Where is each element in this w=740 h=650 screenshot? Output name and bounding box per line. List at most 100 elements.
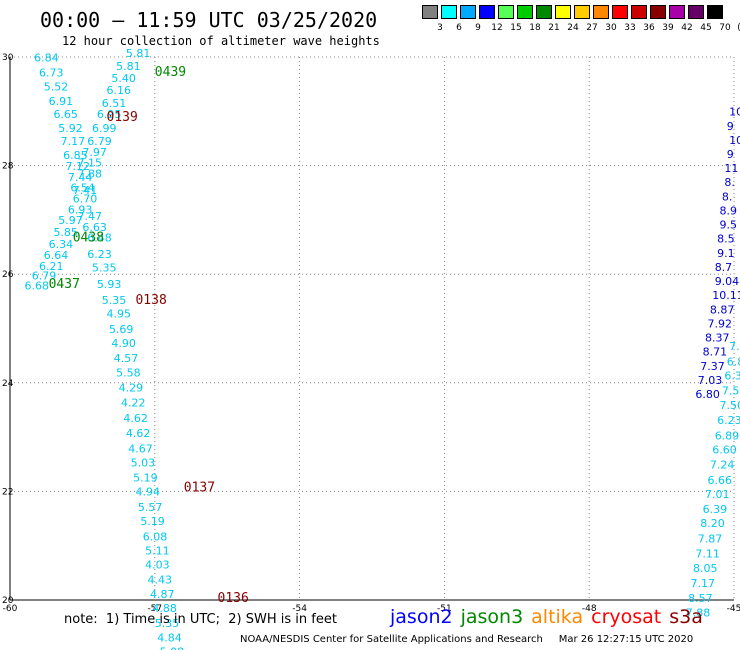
color-scale-swatch: [688, 5, 704, 19]
swh-value-label: 7.88: [686, 606, 711, 619]
swh-value-label: 5.92: [58, 122, 82, 135]
pass-time-label: 0439: [155, 65, 186, 80]
color-scale-label: 30: [605, 23, 617, 33]
color-scale-label: 6: [456, 23, 462, 33]
swh-value-label: 7.50: [720, 399, 740, 412]
y-tick-label: 22: [2, 487, 13, 497]
y-tick-label: 30: [2, 53, 14, 63]
color-scale-label: 27: [586, 23, 598, 33]
color-scale-label: 70: [719, 23, 731, 33]
swh-value-label: 7.54: [722, 385, 740, 398]
swh-value-label: 6.68: [24, 279, 49, 292]
swh-value-label: 4.03: [145, 559, 170, 572]
swh-value-label: 5.11: [145, 544, 170, 557]
swh-value-label: 7.44: [68, 171, 93, 184]
color-scale-label: 21: [548, 23, 560, 33]
color-scale-label: 18: [529, 23, 541, 33]
swh-value-label: 6.23: [87, 248, 112, 261]
swh-value-label: 5.58: [116, 366, 141, 379]
swh-value-label: 6.32: [724, 370, 740, 383]
swh-value-label: 5.57: [138, 501, 163, 514]
color-scale-swatch: [441, 5, 457, 19]
swh-value-label: 8.05: [693, 562, 718, 575]
color-scale-swatch: [593, 5, 609, 19]
swh-value-label: 7.03: [698, 374, 723, 387]
swh-value-label: 6.95: [97, 108, 122, 121]
color-scale-swatch: [669, 5, 685, 19]
color-scale-swatch: [517, 5, 533, 19]
swh-value-label: 5.19: [140, 515, 165, 528]
swh-value-label: 10: [729, 134, 740, 147]
swh-value-label: 6.80: [695, 388, 720, 401]
swh-value-label: 6.66: [707, 474, 732, 487]
color-scale-swatch: [707, 5, 723, 19]
swh-value-label: 4.22: [121, 397, 146, 410]
x-tick-label: -45: [727, 604, 740, 614]
swh-value-label: 4.57: [114, 352, 139, 365]
swh-value-label: 6.21: [39, 260, 64, 273]
swh-value-label: 4.67: [128, 442, 153, 455]
swh-value-label: 7.41: [73, 184, 98, 197]
swh-value-label: 11: [724, 162, 738, 175]
y-tick-label: 24: [2, 379, 14, 389]
swh-value-label: 7.11: [695, 548, 720, 561]
swh-value-label: 5.81: [116, 60, 141, 73]
color-scale-label: (ft): [734, 23, 740, 33]
satellite-legend-entry: jason2: [390, 606, 453, 628]
swh-value-label: 6.99: [92, 122, 117, 135]
swh-value-label: 6.60: [712, 443, 737, 456]
swh-value-label: 6.81: [727, 355, 740, 368]
pass-time-label: 0138: [135, 293, 166, 308]
units-note: note: 1) Time is in UTC; 2) SWH is in fe…: [64, 612, 337, 627]
x-tick-label: -48: [582, 604, 597, 614]
color-scale-swatch: [612, 5, 628, 19]
swh-value-label: 6.51: [102, 97, 127, 110]
x-tick-label: -54: [292, 604, 307, 614]
swh-value-label: 7.97: [82, 146, 107, 159]
swh-value-label: 6.84: [34, 51, 59, 64]
swh-value-label: 8.9: [720, 204, 738, 217]
color-scale-swatch: [574, 5, 590, 19]
swh-value-label: 6.89: [715, 429, 740, 442]
color-scale-swatch: [479, 5, 495, 19]
swh-value-label: 6.08: [143, 530, 168, 543]
swh-value-label: 4.94: [135, 486, 160, 499]
color-scale-swatch: [422, 5, 438, 19]
swh-value-label: 9: [727, 120, 734, 133]
swh-value-label: 8.7: [715, 261, 733, 274]
swh-value-label: 4.95: [107, 308, 131, 321]
swh-value-label: 6.65: [53, 108, 78, 121]
satellite-legend-entry: s3a: [669, 606, 703, 628]
swh-value-label: 6.54: [70, 182, 95, 195]
swh-value-label: 4.29: [119, 381, 144, 394]
swh-value-label: 8.87: [710, 303, 735, 316]
swh-value-label: 4.62: [126, 427, 151, 440]
color-scale-label: 36: [643, 23, 655, 33]
pass-time-label: 0438: [73, 231, 104, 246]
swh-value-label: 4.84: [157, 631, 182, 644]
swh-value-label: 7.17: [61, 135, 86, 148]
color-scale-label: 15: [510, 23, 522, 33]
swh-value-label: 9.04: [715, 275, 740, 288]
swh-value-label: 7.37: [700, 360, 725, 373]
swh-value-label: 9.1: [717, 247, 735, 260]
swh-value-label: 6.79: [87, 135, 112, 148]
swh-value-label: 8.: [722, 190, 733, 203]
swh-value-label: 6.73: [39, 67, 64, 80]
swh-value-label: 7.35: [729, 340, 740, 353]
swh-value-label: 5.81: [126, 47, 151, 60]
swh-value-label: 4.62: [123, 412, 148, 425]
y-tick-label: 20: [2, 596, 14, 606]
color-scale-swatch: [650, 5, 666, 19]
chart-subtitle: 12 hour collection of altimeter wave hei…: [62, 34, 380, 48]
color-scale-label: 3: [437, 23, 443, 33]
swh-value-label: 9.5: [720, 219, 738, 232]
swh-value-label: 8.57: [688, 592, 713, 605]
swh-value-label: 6.16: [107, 84, 131, 97]
swh-value-label: 4.43: [148, 574, 173, 587]
swh-value-label: 8.71: [703, 346, 728, 359]
x-tick-label: -51: [437, 604, 452, 614]
y-tick-label: 26: [2, 270, 14, 280]
swh-value-label: 10.11: [712, 289, 740, 302]
